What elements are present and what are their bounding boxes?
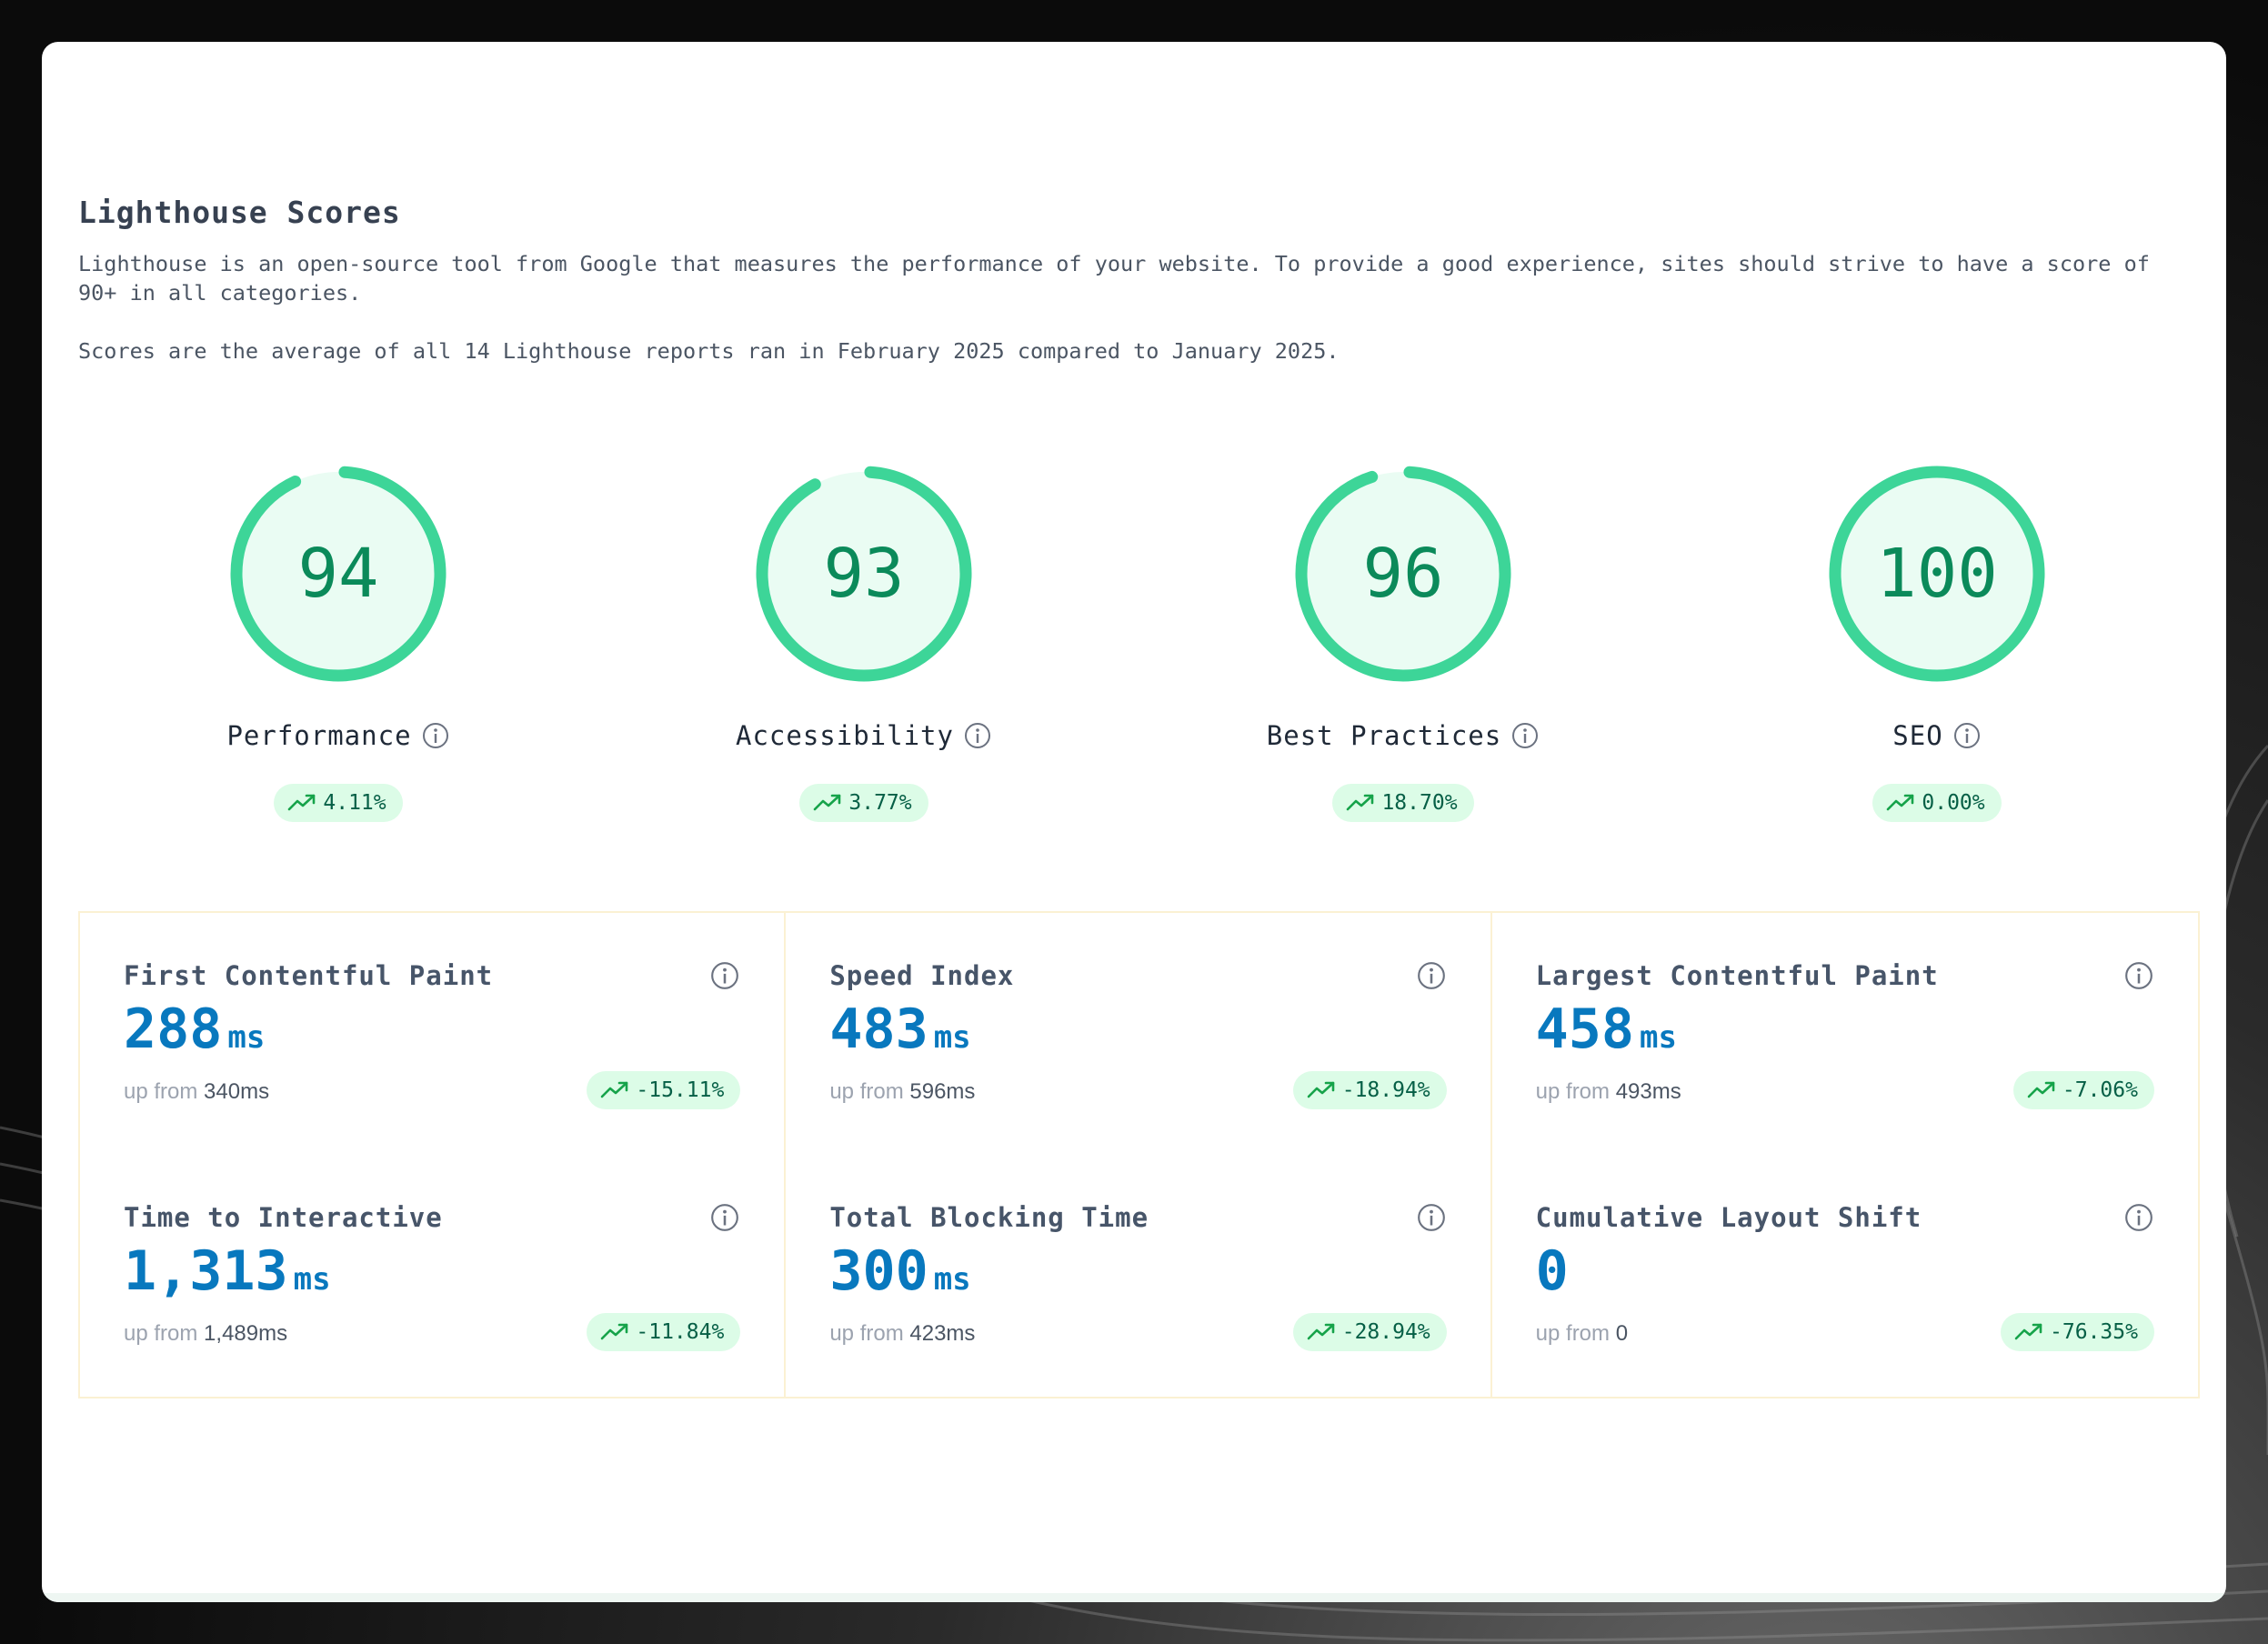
metric-from-value: 596ms xyxy=(909,1079,976,1104)
seo-score: 100 xyxy=(1876,535,1998,613)
metric-from-value: 1,489ms xyxy=(204,1321,288,1346)
metric-name: Speed Index xyxy=(829,960,1015,991)
trend-up-icon xyxy=(601,1323,628,1340)
performance-delta-badge: 4.11% xyxy=(274,784,403,822)
metric-total-blocking-time: Total Blocking Time 300 ms up from 423ms … xyxy=(829,1202,1447,1402)
trend-up-icon xyxy=(1307,1323,1335,1340)
metric-delta-badge: -18.94% xyxy=(1292,1071,1447,1109)
metric-value: 483 xyxy=(829,997,928,1061)
performance-gauge: 94 xyxy=(230,466,447,682)
info-icon[interactable] xyxy=(709,1202,740,1233)
score-seo: 100 SEO 0.00% xyxy=(1737,460,2137,822)
metric-name: Cumulative Layout Shift xyxy=(1535,1202,1922,1233)
info-icon[interactable] xyxy=(421,721,450,750)
trend-up-icon xyxy=(1347,794,1374,811)
metric-value: 0 xyxy=(1535,1239,1569,1303)
description-text: Lighthouse is an open-source tool from G… xyxy=(78,251,2150,306)
best-practices-delta-badge: 18.70% xyxy=(1332,784,1474,822)
trend-up-icon xyxy=(2027,1081,2055,1098)
metrics-column-1: First Contentful Paint 288 ms up from 340… xyxy=(80,913,787,1397)
description: Lighthouse is an open-source tool from G… xyxy=(78,249,2197,366)
metric-delta-badge: -7.06% xyxy=(2012,1071,2154,1109)
metric-value: 458 xyxy=(1535,997,1635,1061)
info-icon[interactable] xyxy=(2123,1202,2154,1233)
score-performance: 94 Performance 4.11% xyxy=(138,460,538,822)
best-practices-label: Best Practices xyxy=(1266,720,1502,751)
metric-name: First Contentful Paint xyxy=(124,960,494,991)
info-icon[interactable] xyxy=(1510,721,1540,750)
metric-value: 288 xyxy=(124,997,223,1061)
seo-gauge: 100 xyxy=(1829,466,2045,682)
metric-from-label: up from xyxy=(829,1079,904,1104)
score-best-practices: 96 Best Practices 18.70% xyxy=(1203,460,1603,822)
metric-delta-badge: -28.94% xyxy=(1292,1313,1447,1351)
accessibility-delta-badge: 3.77% xyxy=(799,784,928,822)
metrics-column-3: Largest Contentful Paint 458 ms up from 4… xyxy=(1492,913,2198,1397)
lighthouse-card: Lighthouse Scores Lighthouse is an open-… xyxy=(42,42,2226,1602)
metric-value: 1,313 xyxy=(124,1239,288,1303)
performance-label: Performance xyxy=(226,720,412,751)
metric-name: Time to Interactive xyxy=(124,1202,443,1233)
trend-up-icon xyxy=(1887,794,1914,811)
card-bottom-strip xyxy=(42,1593,2226,1602)
best-practices-gauge: 96 xyxy=(1295,466,1511,682)
score-gauges: 94 Performance 4.11% 93 Accessibility xyxy=(42,460,2226,878)
metric-delta-badge: -15.11% xyxy=(587,1071,741,1109)
metrics-grid: First Contentful Paint 288 ms up from 340… xyxy=(78,911,2200,1398)
metric-value: 300 xyxy=(829,1239,928,1303)
info-icon[interactable] xyxy=(2123,960,2154,991)
score-accessibility: 93 Accessibility 3.77% xyxy=(664,460,1064,822)
trend-up-icon xyxy=(814,794,841,811)
metric-largest-contentful-paint: Largest Contentful Paint 458 ms up from 4… xyxy=(1536,960,2154,1160)
metric-name: Largest Contentful Paint xyxy=(1535,960,1939,991)
metric-delta-badge: -11.84% xyxy=(587,1313,741,1351)
metric-from-label: up from xyxy=(124,1321,198,1346)
performance-score: 94 xyxy=(297,535,378,613)
metric-from-label: up from xyxy=(1535,1321,1611,1346)
metric-unit: ms xyxy=(933,1261,971,1298)
metric-from-value: 0 xyxy=(1615,1321,1629,1346)
metric-from-label: up from xyxy=(1535,1079,1611,1104)
trend-up-icon xyxy=(288,794,316,811)
metric-from-value: 493ms xyxy=(1615,1079,1681,1104)
info-icon[interactable] xyxy=(1416,960,1447,991)
accessibility-score: 93 xyxy=(823,535,904,613)
metrics-column-2: Speed Index 483 ms up from 596ms -18.94% … xyxy=(786,913,1492,1397)
metric-time-to-interactive: Time to Interactive 1,313 ms up from 1,48… xyxy=(124,1202,741,1402)
metric-unit: ms xyxy=(227,1019,266,1056)
metric-from-value: 423ms xyxy=(909,1321,976,1346)
info-icon[interactable] xyxy=(963,721,992,750)
info-icon[interactable] xyxy=(1952,721,1982,750)
seo-label: SEO xyxy=(1892,720,1943,751)
page-title: Lighthouse Scores xyxy=(78,195,401,230)
info-icon[interactable] xyxy=(1416,1202,1447,1233)
metric-unit: ms xyxy=(293,1261,331,1298)
trend-up-icon xyxy=(1307,1081,1335,1098)
seo-delta-badge: 0.00% xyxy=(1872,784,2002,822)
metric-name: Total Blocking Time xyxy=(829,1202,1149,1233)
period-note: Scores are the average of all 14 Lightho… xyxy=(78,338,1340,364)
metric-from-value: 340ms xyxy=(204,1079,270,1104)
metric-cumulative-layout-shift: Cumulative Layout Shift 0 up from 0 -76.… xyxy=(1536,1202,2154,1402)
metric-first-contentful-paint: First Contentful Paint 288 ms up from 340… xyxy=(124,960,741,1160)
accessibility-gauge: 93 xyxy=(756,466,972,682)
metric-speed-index: Speed Index 483 ms up from 596ms -18.94% xyxy=(829,960,1447,1160)
best-practices-score: 96 xyxy=(1362,535,1443,613)
accessibility-label: Accessibility xyxy=(736,720,954,751)
metric-unit: ms xyxy=(1640,1019,1677,1056)
metric-from-label: up from xyxy=(124,1079,198,1104)
trend-up-icon xyxy=(601,1081,628,1098)
metric-delta-badge: -76.35% xyxy=(2001,1313,2154,1351)
metric-unit: ms xyxy=(933,1019,971,1056)
info-icon[interactable] xyxy=(709,960,740,991)
metric-from-label: up from xyxy=(829,1321,904,1346)
trend-up-icon xyxy=(2014,1323,2042,1340)
